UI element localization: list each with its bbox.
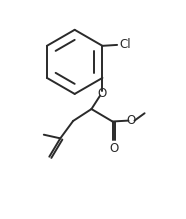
Text: O: O [126,114,135,127]
Text: O: O [97,87,106,100]
Text: O: O [109,142,118,155]
Text: Cl: Cl [120,38,132,51]
